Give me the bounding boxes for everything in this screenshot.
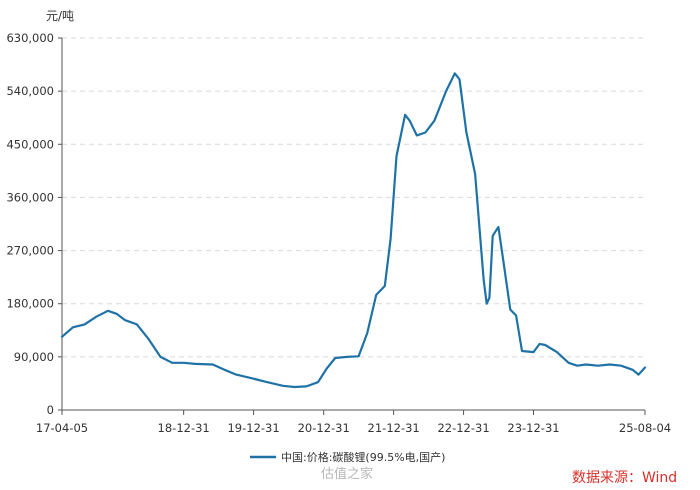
y-tick-label: 360,000 [6, 190, 54, 204]
y-tick-label: 180,000 [6, 297, 54, 311]
axes [61, 38, 645, 411]
x-tick-label: 21-12-31 [368, 421, 420, 435]
x-tick-label: 20-12-31 [298, 421, 350, 435]
x-tick-label: 17-04-05 [36, 421, 88, 435]
y-tick-label: 270,000 [6, 244, 54, 258]
watermark-text: 估值之家 [321, 466, 373, 482]
y-axis-unit-label: 元/吨 [46, 9, 74, 23]
series-line [60, 72, 647, 389]
x-tick-label: 22-12-31 [437, 421, 489, 435]
y-tick-label: 630,000 [6, 31, 54, 45]
x-tick-label: 25-08-04 [619, 421, 671, 435]
y-tick-label: 450,000 [6, 137, 54, 151]
x-tick-labels: 17-04-05 18-12-31 19-12-31 20-12-31 21-12-31… [36, 410, 671, 435]
gridlines [62, 37, 645, 358]
x-tick-label: 23-12-31 [507, 421, 559, 435]
x-tick-label: 19-12-31 [227, 421, 279, 435]
x-tick-label: 18-12-31 [158, 421, 210, 435]
legend[interactable]: 中国:价格:碳酸锂(99.5%电,国产) [250, 450, 445, 464]
series-layer [60, 72, 647, 389]
y-tick-label: 90,000 [14, 350, 54, 364]
y-tick-label: 540,000 [6, 84, 54, 98]
source-note: 数据来源：Wind [572, 470, 677, 486]
legend-label: 中国:价格:碳酸锂(99.5%电,国产) [281, 450, 445, 464]
y-tick-label: 0 [47, 403, 54, 417]
y-tick-labels: 0 90,000 180,000 270,000 360,000 450,000 540,0… [6, 31, 62, 417]
